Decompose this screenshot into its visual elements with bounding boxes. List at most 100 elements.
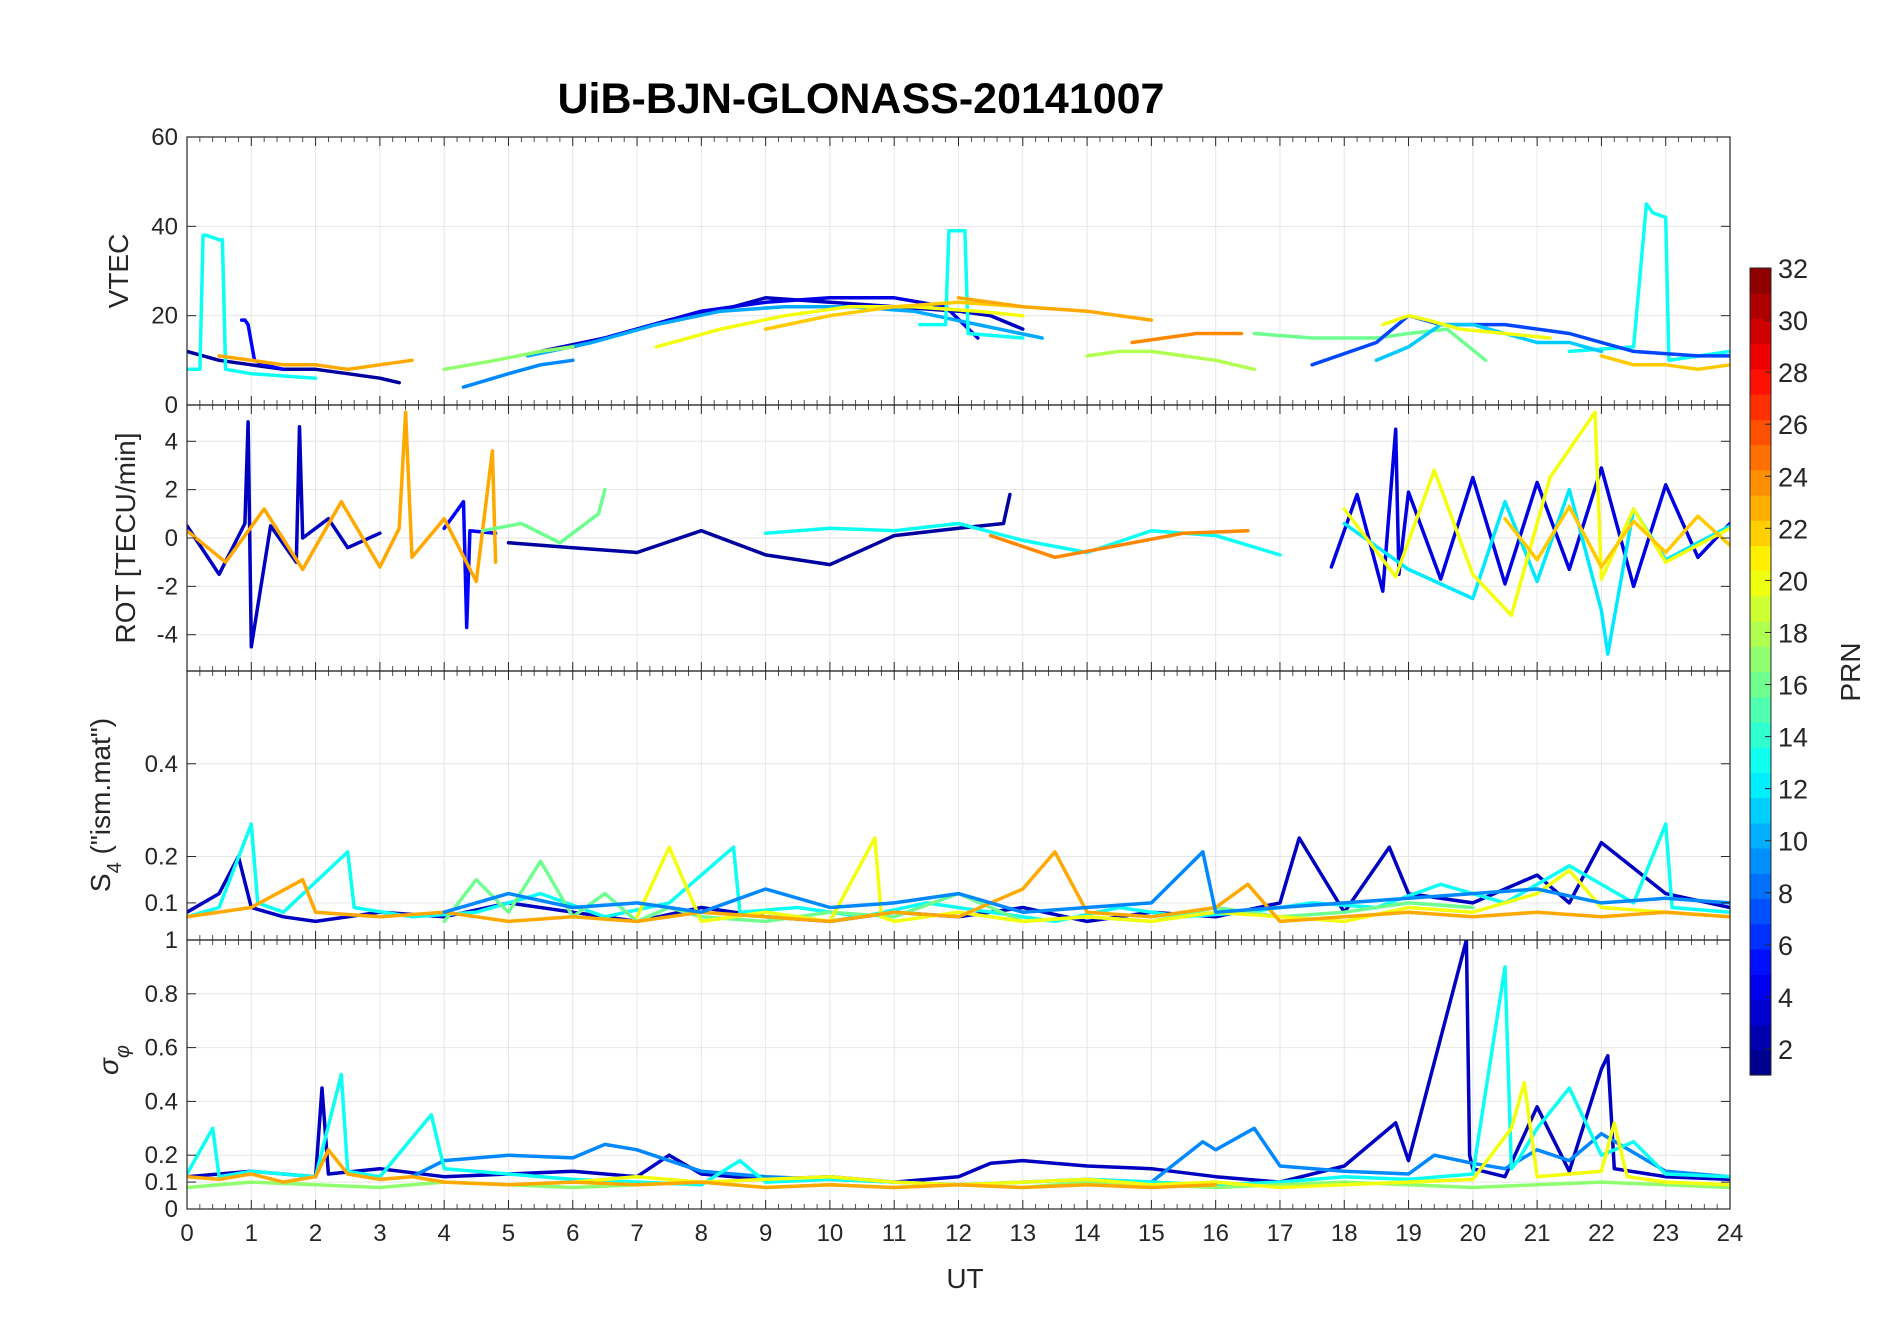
colorbar-tick-label: 22: [1778, 514, 1808, 544]
series-group: [187, 410, 1730, 656]
x-tick-label: 6: [566, 1220, 579, 1247]
x-tick-label: 14: [1074, 1220, 1101, 1247]
series-line-prn-11: [1374, 322, 1604, 363]
series-line-prn-17: [442, 345, 575, 372]
y-tick-label: 0: [165, 525, 178, 552]
colorbar-tick-label: 10: [1778, 827, 1808, 857]
y-tick-label: 0.1: [145, 1169, 178, 1196]
colorbar-label: PRN: [1835, 642, 1866, 701]
colorbar-segment: [1750, 293, 1771, 320]
series-line-prn-24: [1130, 331, 1244, 345]
y-tick-label: 0: [165, 1196, 178, 1223]
colorbar-tick-label: 12: [1778, 775, 1808, 805]
series-line-prn-9: [461, 358, 575, 389]
x-tick-label: 21: [1524, 1220, 1551, 1247]
colorbar-tick-label: 32: [1778, 254, 1808, 284]
colorbar-segment: [1750, 343, 1771, 370]
x-tick-label: 23: [1652, 1220, 1679, 1247]
colorbar-tick-label: 16: [1778, 671, 1808, 701]
y-axis-label: ROT [TECU/min]: [110, 432, 141, 643]
colorbar-segment: [1750, 368, 1771, 395]
series-group: [187, 940, 1730, 1190]
series-group: [187, 202, 1730, 389]
colorbar-segment: [1750, 873, 1771, 900]
colorbar-tick-label: 26: [1778, 410, 1808, 440]
series-group: [187, 822, 1730, 924]
colorbar-segment: [1750, 721, 1771, 748]
x-tick-label: 4: [437, 1220, 450, 1247]
colorbar-segment: [1750, 394, 1771, 420]
colorbar-segment: [1750, 1049, 1771, 1076]
colorbar-segment: [1750, 444, 1771, 471]
colorbar-segment: [1750, 545, 1771, 572]
series-line-prn-3: [187, 420, 382, 649]
x-tick-label: 22: [1588, 1220, 1615, 1247]
series-line-prn-20: [635, 836, 1730, 924]
colorbar-segment: [1750, 923, 1771, 950]
y-tick-label: 4: [165, 428, 178, 455]
series-line-prn-23: [187, 1148, 1218, 1190]
colorbar-segment: [1750, 671, 1771, 698]
colorbar-segment: [1750, 898, 1771, 925]
colorbar-segment: [1750, 621, 1771, 647]
y-tick-label: 0.4: [145, 1088, 178, 1115]
series-line-prn-5: [239, 318, 286, 372]
series-line-prn-16: [1252, 327, 1488, 363]
colorbar-tick-label: 30: [1778, 306, 1808, 336]
colorbar-segment: [1750, 974, 1771, 1000]
x-tick-label: 19: [1395, 1220, 1422, 1247]
x-tick-label: 16: [1202, 1220, 1229, 1247]
colorbar-segment: [1750, 595, 1771, 622]
y-axis-label: σφ: [93, 1045, 134, 1075]
x-tick-label: 10: [817, 1220, 844, 1247]
series-line-prn-23: [187, 410, 498, 584]
series-line-prn-20: [1381, 313, 1552, 340]
colorbar-tick-label: 18: [1778, 618, 1808, 648]
x-tick-label: 15: [1138, 1220, 1165, 1247]
colorbar-segment: [1750, 520, 1771, 547]
series-line-prn-22: [1599, 354, 1730, 372]
y-tick-label: 0: [165, 392, 178, 419]
colorbar-tick-label: 20: [1778, 566, 1808, 596]
colorbar-tick-label: 2: [1778, 1035, 1793, 1065]
y-tick-label: 40: [151, 213, 178, 240]
series-line-prn-3: [187, 940, 1730, 1184]
series-line-prn-20: [654, 304, 1025, 349]
panel-2: -4 -2 0 2 4 ROT [TECU/min]: [110, 404, 1731, 672]
colorbar-segment: [1750, 999, 1771, 1026]
colorbar-segment: [1750, 797, 1771, 824]
y-tick-label: 20: [151, 303, 178, 330]
x-tick-label: 24: [1717, 1220, 1744, 1247]
x-tick-label: 17: [1267, 1220, 1294, 1247]
colorbar-segment: [1750, 469, 1771, 496]
panel-3: 0.1 0.2 0.4 S4 ("ism.mat"): [85, 670, 1731, 941]
series-line-prn-13: [187, 233, 318, 380]
y-axis-label: VTEC: [103, 234, 134, 309]
x-tick-label: 1: [245, 1220, 258, 1247]
colorbar-tick-label: 28: [1778, 358, 1808, 388]
y-axis-label: S4 ("ism.mat"): [85, 718, 126, 892]
series-line-prn-22: [763, 300, 1025, 331]
colorbar-frame: [1749, 267, 1772, 1076]
y-tick-label: 0.1: [145, 890, 178, 917]
y-tick-label: 0.8: [145, 981, 178, 1008]
series-line-prn-13: [918, 229, 1025, 340]
colorbar-segment: [1750, 772, 1771, 799]
series-line-prn-24: [988, 528, 1250, 560]
colorbar-segment: [1750, 268, 1771, 294]
y-tick-label: 60: [151, 124, 178, 151]
x-tick-label: 7: [630, 1220, 643, 1247]
colorbar-segment: [1750, 822, 1771, 849]
series-line-prn-23: [217, 354, 414, 372]
colorbar-tick-label: 14: [1778, 723, 1808, 753]
y-tick-label: 0.2: [145, 844, 178, 871]
x-tick-label: 20: [1459, 1220, 1486, 1247]
colorbar-segment: [1750, 419, 1771, 446]
y-tick-label: 0.2: [145, 1142, 178, 1169]
y-tick-label: 2: [165, 477, 178, 504]
series-line-prn-5: [442, 499, 498, 630]
y-tick-label: -4: [157, 622, 178, 649]
